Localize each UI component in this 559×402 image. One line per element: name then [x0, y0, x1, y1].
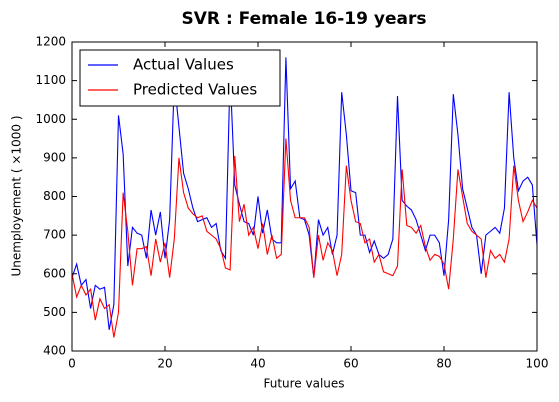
y-tick-label: 700: [43, 228, 66, 242]
legend-box: [79, 49, 281, 107]
x-tick-label: 0: [68, 357, 76, 371]
y-tick-label: 600: [43, 266, 66, 280]
legend-text: Actual Values: [133, 56, 234, 74]
legend-text: Predicted Values: [133, 81, 257, 99]
y-tick-label: 1000: [35, 112, 66, 126]
y-tick-label: 1200: [35, 35, 66, 49]
x-tick-label: 40: [250, 357, 265, 371]
y-tick-label: 1100: [35, 73, 66, 87]
y-axis-label: Unemployement ( ×1000 ): [10, 115, 24, 276]
x-tick-label: 100: [526, 357, 549, 371]
y-tick-label: 800: [43, 189, 66, 203]
x-tick-label: 20: [157, 357, 172, 371]
series-line: [71, 57, 538, 330]
series-line: [71, 138, 538, 338]
x-tick-label: 60: [343, 357, 358, 371]
y-tick-label: 400: [43, 344, 66, 358]
x-axis-label: Future values: [263, 377, 344, 391]
chart-title: SVR : Female 16-19 years: [182, 9, 427, 29]
plot-frame: [71, 41, 538, 352]
x-tick-label: 80: [436, 357, 451, 371]
y-tick-label: 900: [43, 150, 66, 164]
y-tick-label: 500: [43, 305, 66, 319]
